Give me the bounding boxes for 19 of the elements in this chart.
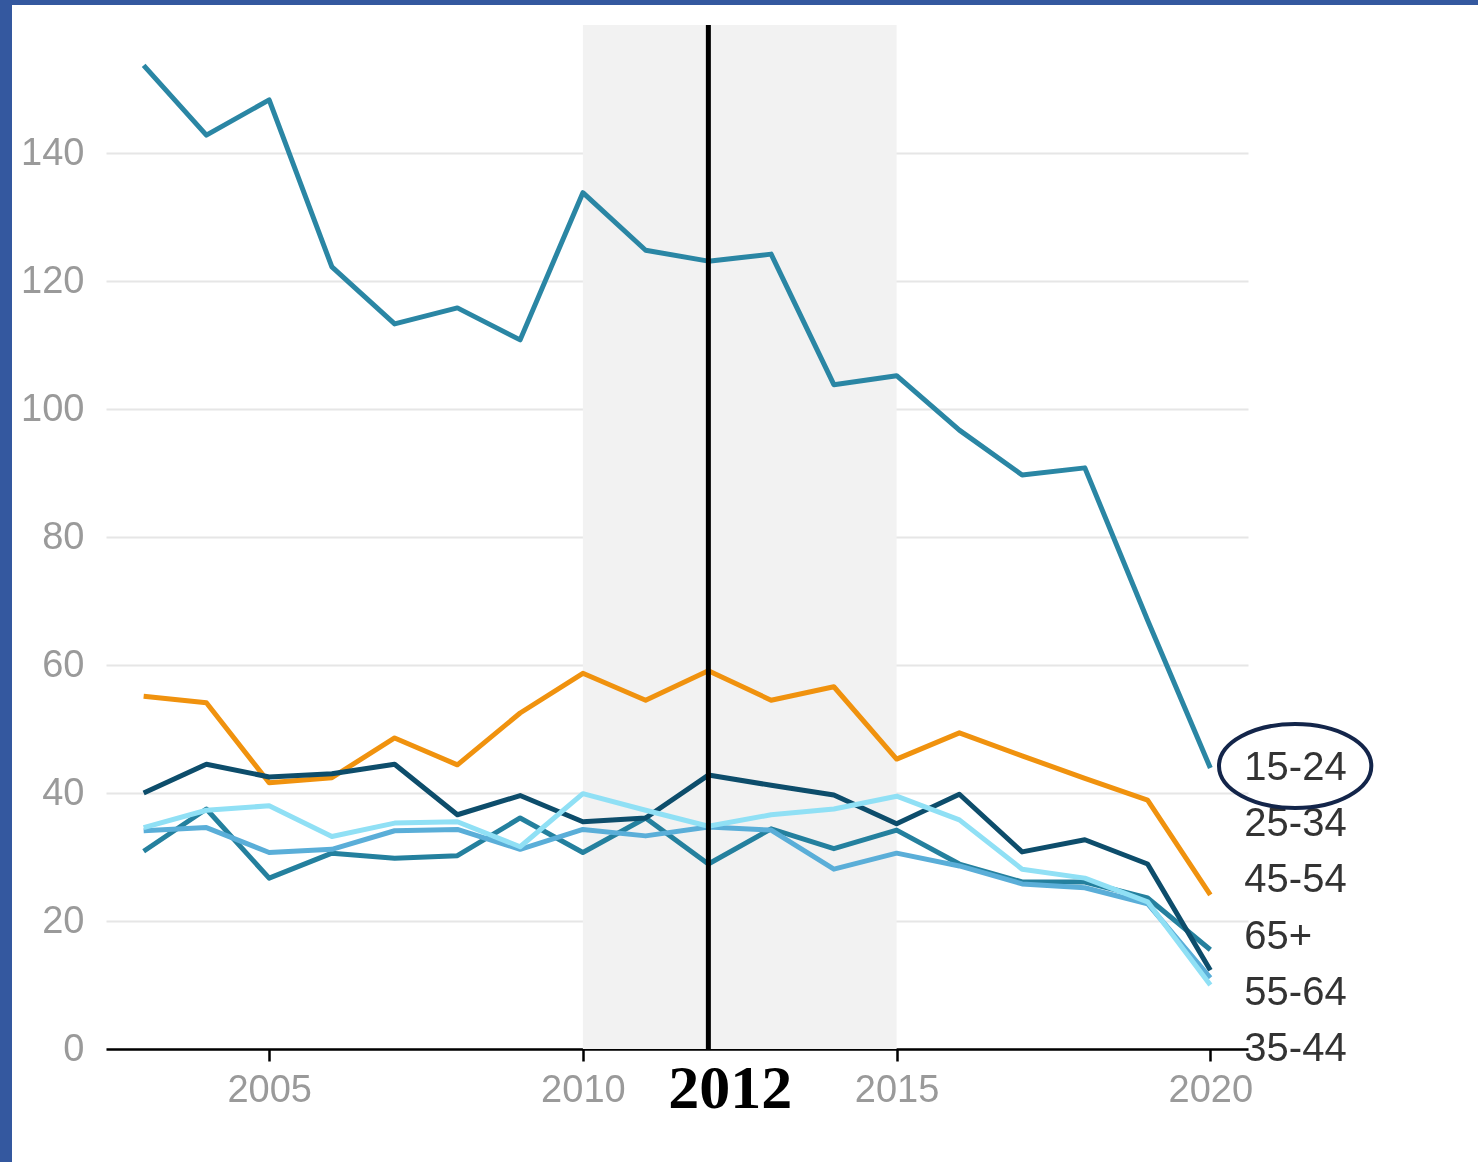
ref-line-label: 2012 <box>668 1053 793 1121</box>
y-tick-label: 120 <box>21 258 85 301</box>
series-label: 15-24 <box>1244 744 1347 789</box>
series-label: 65+ <box>1244 912 1313 957</box>
x-tick-label: 2015 <box>854 1067 940 1110</box>
y-tick-label: 100 <box>21 386 85 429</box>
y-tick-label: 140 <box>21 130 85 173</box>
y-tick-label: 60 <box>42 642 85 685</box>
y-tick-label: 80 <box>42 514 85 557</box>
y-tick-label: 20 <box>42 898 85 941</box>
series-label: 35-44 <box>1244 1025 1347 1069</box>
y-tick-label: 0 <box>63 1026 85 1069</box>
x-tick-label: 2020 <box>1168 1067 1254 1110</box>
x-tick-label: 2010 <box>541 1067 626 1110</box>
series-label: 25-34 <box>1244 800 1347 845</box>
series-label: 55-64 <box>1244 968 1347 1013</box>
series-label: 45-54 <box>1244 856 1347 901</box>
x-tick-label: 2005 <box>227 1067 312 1110</box>
y-tick-label: 40 <box>42 770 85 813</box>
